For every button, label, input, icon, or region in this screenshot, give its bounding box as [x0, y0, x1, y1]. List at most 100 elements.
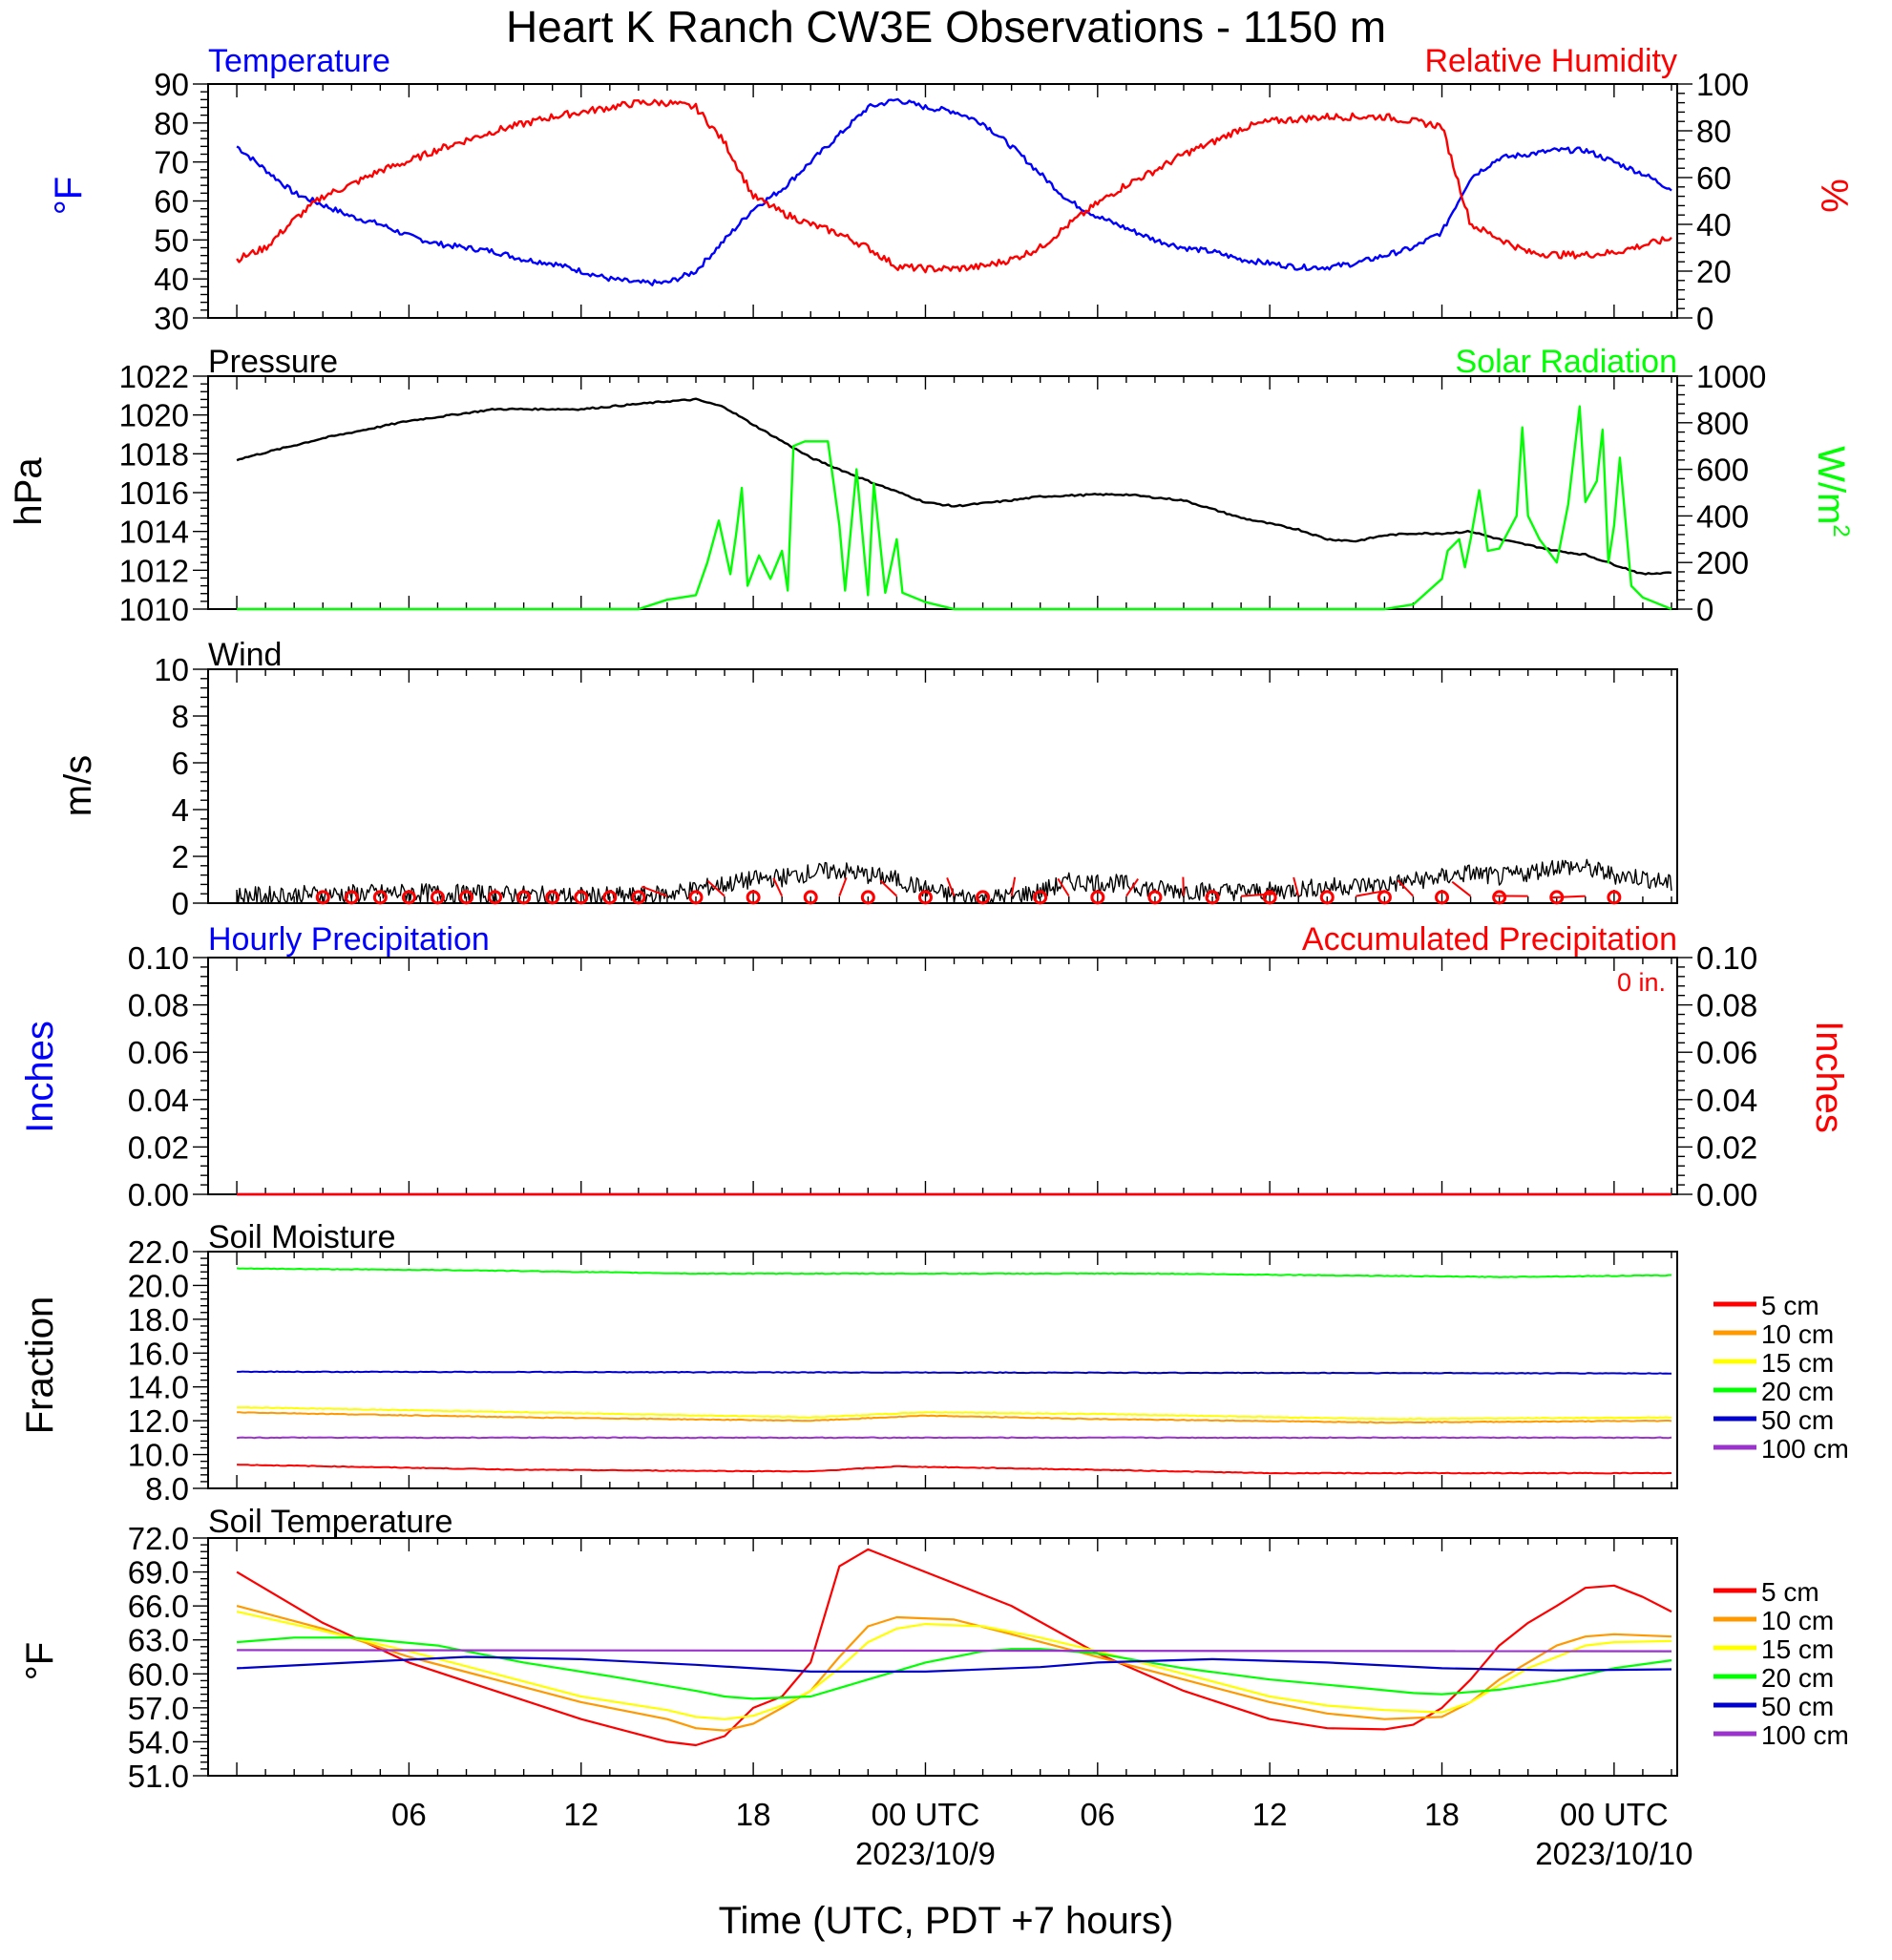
soilt-y-tick-label: 63.0 — [128, 1623, 189, 1658]
soil-temperature-line — [236, 1605, 1672, 1732]
pressure-unit: hPa — [8, 457, 50, 526]
wind-title: Wind — [208, 637, 282, 673]
accum-y-tick-label: 0.10 — [1696, 940, 1757, 976]
precip-y-tick-label: 0.10 — [128, 940, 189, 976]
soil-moisture-legend-label: 5 cm — [1761, 1291, 1819, 1320]
soilt-y-tick-label: 69.0 — [128, 1555, 189, 1591]
pressure-title: Pressure — [208, 344, 338, 380]
wind-y-tick-label: 6 — [172, 746, 189, 781]
x-tick-label: 00 UTC — [872, 1797, 980, 1832]
solar-y-tick-label: 1000 — [1696, 359, 1766, 394]
x-tick-label: 12 — [1252, 1797, 1288, 1832]
solar-y-tick-label: 600 — [1696, 453, 1749, 488]
pressure-solar-panel: Pressure Solar Radiation hPa W/m2 — [8, 344, 1854, 537]
soil-moisture-line — [237, 1406, 1672, 1421]
soil-temperature-title: Soil Temperature — [208, 1504, 452, 1540]
soil-moisture-line — [237, 1464, 1672, 1475]
pressure-y-tick-label: 1020 — [119, 398, 189, 433]
wind-barb — [1125, 878, 1140, 897]
rh-y-tick-label: 60 — [1696, 160, 1732, 196]
accum-y-tick-label: 0.00 — [1696, 1177, 1757, 1212]
wind-calm-marker — [746, 890, 761, 905]
precip-y-tick-label: 0.08 — [128, 988, 189, 1023]
hourly-precip-unit: Inches — [19, 1021, 61, 1133]
solar-y-tick-label: 0 — [1696, 592, 1713, 627]
precip-y-tick-label: 0.00 — [128, 1177, 189, 1212]
soil-temperature-line — [237, 1649, 1672, 1653]
soil-moisture-line — [236, 1436, 1672, 1440]
wind-barb — [641, 885, 668, 897]
temperature-unit: °F — [48, 177, 90, 215]
solar-unit: W/m2 — [1810, 446, 1854, 537]
accum-y-tick-label: 0.04 — [1696, 1083, 1757, 1118]
soil-moisture-line — [236, 1267, 1672, 1278]
humidity-title: Relative Humidity — [1424, 43, 1677, 79]
wind-barb — [1182, 876, 1185, 896]
soilt-y-tick-label: 57.0 — [128, 1691, 189, 1726]
wind-calm-marker — [430, 890, 445, 905]
chart-marks: 3040506070809002040608010010101012101410… — [119, 67, 1849, 1871]
temperature-humidity-panel: Temperature Relative Humidity °F % — [48, 43, 1855, 215]
soil-moisture-line — [237, 1370, 1671, 1375]
wind-calm-marker — [1033, 890, 1048, 905]
soilt-frame — [207, 1537, 1678, 1777]
x-tick-label: 00 UTC — [1560, 1797, 1669, 1832]
soil-moisture-legend-label: 100 cm — [1761, 1434, 1849, 1464]
wind-unit: m/s — [57, 755, 99, 816]
pressure-y-tick-label: 1018 — [119, 436, 189, 472]
soil-moisture-panel: Soil Moisture Fraction — [19, 1219, 396, 1434]
soil-temperature-legend-label: 10 cm — [1761, 1606, 1834, 1635]
pressure-y-tick-label: 1014 — [119, 515, 189, 550]
temp-frame — [207, 83, 1678, 319]
soilt-y-tick-label: 66.0 — [128, 1589, 189, 1624]
soilm-frame — [207, 1251, 1678, 1489]
wind-calm-marker — [860, 890, 875, 905]
soil-temperature-unit: °F — [19, 1642, 61, 1680]
wind-calm-marker — [631, 890, 646, 905]
wind-calm-marker — [976, 890, 991, 905]
soil-moisture-title: Soil Moisture — [208, 1219, 396, 1255]
wind-calm-marker — [1147, 890, 1163, 905]
rh-y-tick-label: 20 — [1696, 254, 1732, 289]
hourly-precip-title: Hourly Precipitation — [208, 921, 490, 958]
soilt-y-tick-label: 60.0 — [128, 1656, 189, 1692]
wind-calm-marker — [1377, 890, 1392, 905]
soil-moisture-legend-label: 15 cm — [1761, 1348, 1834, 1378]
x-date-label: 2023/10/9 — [855, 1836, 996, 1871]
accum-y-tick-label: 0.06 — [1696, 1035, 1757, 1070]
wind-barb — [1293, 876, 1300, 896]
soil-temperature-line — [236, 1611, 1672, 1720]
temperature-title: Temperature — [208, 43, 390, 79]
soil-temperature-legend-label: 5 cm — [1761, 1577, 1819, 1607]
wind-calm-marker — [1607, 890, 1622, 905]
wind-panel: Wind m/s — [57, 637, 282, 816]
rh-y-tick-label: 80 — [1696, 114, 1732, 149]
solar-y-tick-label: 800 — [1696, 406, 1749, 441]
chart-title: Heart K Ranch CW3E Observations - 1150 m — [506, 2, 1386, 52]
pressure-y-tick-label: 1010 — [119, 592, 189, 627]
accum-y-tick-label: 0.02 — [1696, 1129, 1757, 1165]
wind-calm-marker — [459, 890, 474, 905]
soilt-y-tick-label: 72.0 — [128, 1521, 189, 1556]
soil-temperature-line — [236, 1548, 1672, 1747]
temp-y-tick-label: 80 — [154, 106, 189, 141]
wind-calm-marker — [516, 890, 532, 905]
temp-y-tick-label: 90 — [154, 67, 189, 102]
wind-y-tick-label: 10 — [154, 652, 189, 687]
soil-temperature-legend-label: 15 cm — [1761, 1634, 1834, 1664]
soil-moisture-legend-label: 20 cm — [1761, 1377, 1834, 1406]
wind-calm-marker — [1492, 890, 1507, 905]
precip-y-tick-label: 0.04 — [128, 1083, 189, 1118]
precipitation-panel: Hourly Precipitation Accumulated Precipi… — [19, 921, 1850, 1133]
soilt-y-tick-label: 54.0 — [128, 1724, 189, 1760]
humidity-unit: % — [1813, 179, 1855, 213]
temp-y-tick-label: 40 — [154, 262, 189, 297]
temp-y-tick-label: 60 — [154, 184, 189, 220]
pressure-y-tick-label: 1016 — [119, 475, 189, 511]
wind-calm-marker — [488, 890, 503, 905]
soilm-y-tick-label: 12.0 — [128, 1403, 189, 1439]
wind-calm-marker — [917, 890, 933, 905]
wind-calm-marker — [803, 890, 818, 905]
